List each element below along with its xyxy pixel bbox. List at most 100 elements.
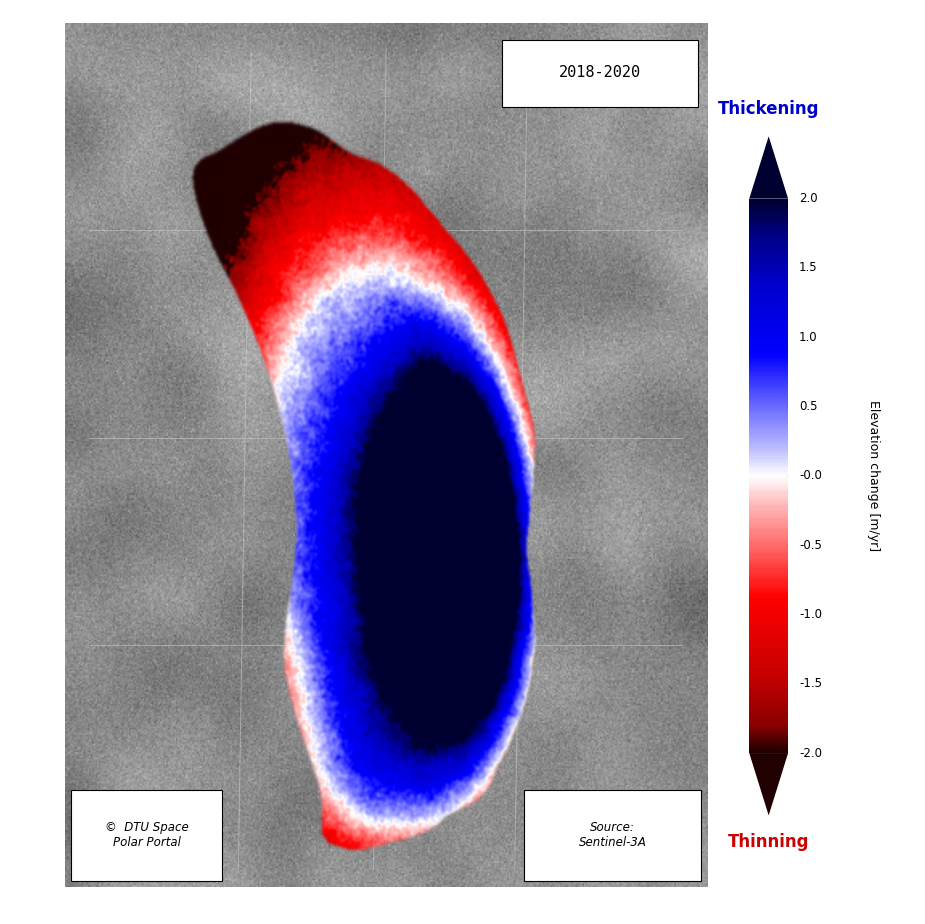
Bar (749, 638, 788, 640)
FancyBboxPatch shape (502, 40, 698, 107)
Text: 2018-2020: 2018-2020 (559, 65, 641, 79)
Bar (749, 624, 788, 626)
Bar (749, 718, 788, 720)
Bar (749, 633, 788, 635)
Bar (749, 504, 788, 505)
Bar (749, 511, 788, 513)
Bar (749, 646, 788, 648)
Bar (749, 204, 788, 206)
Bar (749, 664, 788, 666)
Bar (749, 419, 788, 420)
Bar (749, 666, 788, 668)
Bar (749, 411, 788, 413)
Text: Thinning: Thinning (728, 833, 809, 851)
Bar (749, 657, 788, 659)
Bar (749, 356, 788, 358)
Bar (749, 286, 788, 287)
Bar (749, 456, 788, 457)
Bar (749, 415, 788, 417)
Bar (749, 326, 788, 328)
Bar (749, 363, 788, 365)
Bar (749, 631, 788, 633)
Bar (749, 661, 788, 663)
Bar (749, 382, 788, 383)
Bar (749, 234, 788, 236)
Bar (749, 435, 788, 437)
Bar (749, 537, 788, 539)
Bar (749, 337, 788, 339)
Bar (749, 297, 788, 298)
Bar (749, 428, 788, 430)
Bar (749, 258, 788, 260)
Bar (749, 417, 788, 419)
Bar (749, 335, 788, 337)
Bar (749, 452, 788, 454)
Bar (749, 380, 788, 382)
Bar (749, 278, 788, 280)
Bar (749, 422, 788, 424)
Bar (749, 444, 788, 446)
Bar (749, 206, 788, 208)
Bar (749, 406, 788, 407)
Bar (749, 681, 788, 683)
Bar (749, 640, 788, 642)
Bar (749, 407, 788, 409)
Bar (749, 263, 788, 265)
Bar (749, 293, 788, 295)
Bar (749, 663, 788, 664)
Bar (749, 492, 788, 494)
Bar (749, 531, 788, 533)
Bar (749, 269, 788, 271)
Bar (749, 367, 788, 369)
Bar (749, 565, 788, 566)
Bar (749, 614, 788, 616)
Bar (749, 474, 788, 476)
Bar (749, 594, 788, 596)
Bar (749, 287, 788, 289)
Bar (749, 374, 788, 376)
Bar (749, 613, 788, 614)
Bar (749, 600, 788, 602)
Bar (749, 637, 788, 638)
Bar (749, 553, 788, 555)
Bar (749, 644, 788, 646)
Bar (749, 437, 788, 439)
Bar (749, 199, 788, 201)
Bar (749, 572, 788, 574)
Bar (749, 252, 788, 254)
Bar (749, 487, 788, 489)
Bar (749, 546, 788, 548)
Bar (749, 485, 788, 487)
Bar (749, 457, 788, 459)
FancyBboxPatch shape (71, 790, 222, 881)
Bar (749, 722, 788, 723)
Bar (749, 701, 788, 703)
Bar (749, 398, 788, 400)
Bar (749, 677, 788, 679)
Text: 1.5: 1.5 (799, 261, 818, 274)
Bar (749, 232, 788, 234)
Bar (749, 339, 788, 341)
Bar (749, 383, 788, 385)
Bar (749, 237, 788, 239)
Bar (749, 668, 788, 670)
Bar (749, 579, 788, 581)
Bar (749, 261, 788, 263)
Bar (749, 629, 788, 631)
Bar (749, 491, 788, 492)
Bar (749, 711, 788, 712)
Bar (749, 716, 788, 718)
Bar (749, 454, 788, 456)
Bar (749, 744, 788, 746)
Bar (749, 528, 788, 529)
Bar (749, 343, 788, 345)
Bar (749, 518, 788, 520)
Bar (749, 468, 788, 470)
Bar (749, 749, 788, 751)
Bar (749, 467, 788, 468)
Bar (749, 236, 788, 237)
Bar (749, 223, 788, 225)
Bar (749, 740, 788, 742)
Bar (749, 746, 788, 748)
Bar (749, 736, 788, 738)
